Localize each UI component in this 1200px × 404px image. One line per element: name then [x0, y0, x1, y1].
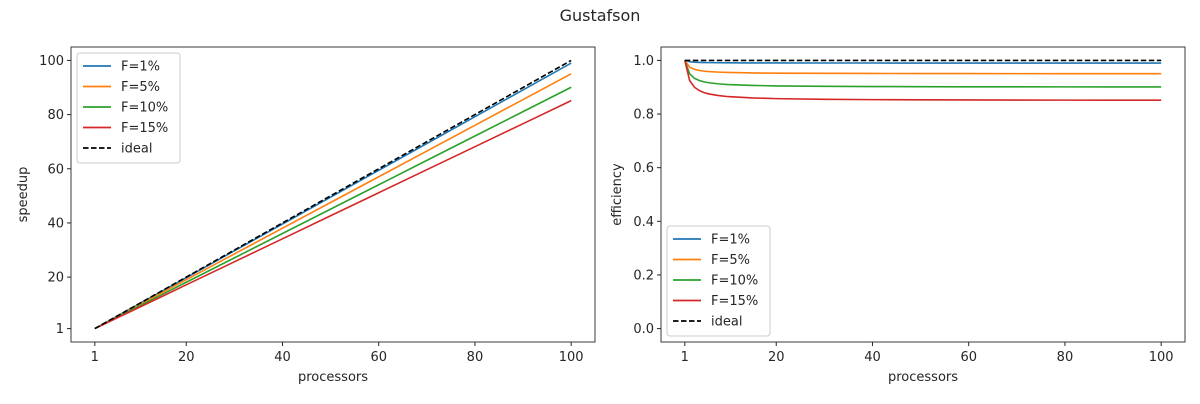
- legend-label: F=10%: [711, 274, 758, 289]
- legend-box: [76, 52, 181, 164]
- axes-frame: [70, 46, 596, 343]
- x-tick-label: 80: [467, 350, 484, 365]
- y-tick-label: 40: [47, 216, 64, 231]
- y-tick-label: 0.8: [633, 108, 654, 123]
- series-line-F=1%: [684, 59, 1162, 64]
- series-line-F=15%: [94, 99, 572, 330]
- legend-box: [666, 225, 771, 337]
- y-tick-label: 100: [39, 54, 64, 69]
- legend-label: F=5%: [121, 80, 160, 95]
- y-axis-label: efficiency: [610, 163, 625, 226]
- axes-frame: [660, 46, 1186, 343]
- x-tick-label: 60: [960, 350, 977, 365]
- y-tick-label: 60: [47, 162, 64, 177]
- legend-label: ideal: [711, 315, 742, 330]
- figure-title: Gustafson: [560, 6, 641, 25]
- legend-label: F=10%: [121, 101, 168, 116]
- series-line-F=10%: [684, 60, 1162, 88]
- x-tick-label: 1: [91, 350, 99, 365]
- y-tick-label: 80: [47, 108, 64, 123]
- series-line-F=15%: [684, 60, 1162, 102]
- legend-label: F=1%: [711, 233, 750, 248]
- series-line-F=5%: [684, 59, 1162, 75]
- legend-label: F=5%: [711, 253, 750, 268]
- y-tick-label: 0.6: [633, 161, 654, 176]
- x-tick-label: 40: [864, 350, 881, 365]
- x-tick-label: 80: [1057, 350, 1074, 365]
- legend-label: ideal: [121, 142, 152, 157]
- y-axis-label: speedup: [16, 167, 31, 223]
- y-tick-label: 0.4: [633, 215, 654, 230]
- y-tick-label: 1.0: [633, 54, 654, 69]
- legend-label: F=15%: [711, 294, 758, 309]
- x-tick-label: 100: [1149, 350, 1174, 365]
- subplot-speedup: 1 20 40 60 80 100120406080100processorsspeedu…: [16, 46, 596, 385]
- y-tick-label: 20: [47, 271, 64, 286]
- y-tick-label: 0.0: [633, 322, 654, 337]
- legend: F=1% F=5% F=10% F=15% ideal: [666, 225, 771, 337]
- x-tick-label: 20: [178, 350, 195, 365]
- x-tick-label: 60: [370, 350, 387, 365]
- x-tick-label: 20: [768, 350, 785, 365]
- y-tick-label: 1: [56, 322, 64, 337]
- x-axis-label: processors: [298, 370, 368, 385]
- legend-label: F=15%: [121, 121, 168, 136]
- x-tick-label: 1: [681, 350, 689, 365]
- y-tick-label: 0.2: [633, 268, 654, 283]
- x-tick-label: 40: [274, 350, 291, 365]
- subplot-efficiency: 1 20 40 60 80 100 0.0 0.2 0.4 0.6 0.8 1.0 processors…: [610, 46, 1186, 385]
- legend: F=1% F=5% F=10% F=15% ideal: [76, 52, 181, 164]
- x-axis-label: processors: [888, 370, 958, 385]
- legend-label: F=1%: [121, 60, 160, 75]
- x-tick-label: 100: [559, 350, 584, 365]
- series-line-ideal: [94, 59, 572, 330]
